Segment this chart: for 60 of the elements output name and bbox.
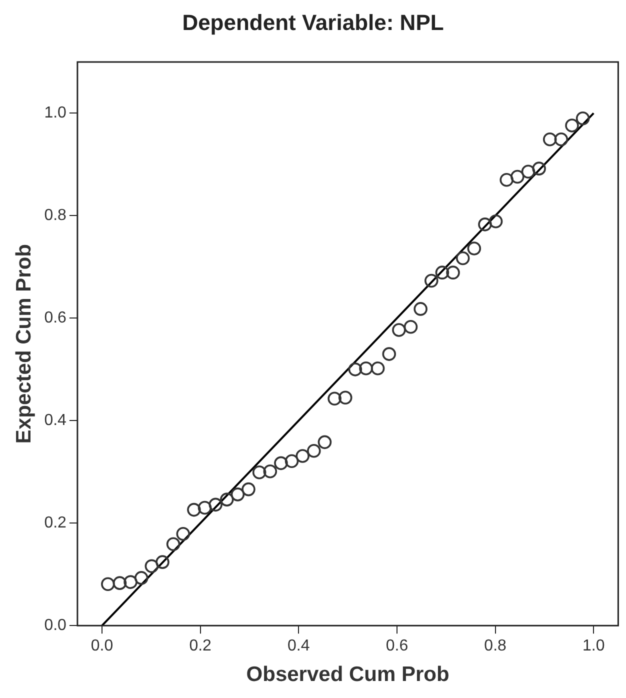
- point: [456, 251, 470, 266]
- point: [348, 362, 362, 376]
- point: [220, 492, 234, 506]
- point: [112, 576, 127, 590]
- point: [318, 435, 332, 450]
- y-tick-label: 0.2: [44, 514, 67, 532]
- point: [542, 132, 557, 146]
- point: [284, 454, 299, 468]
- point: [446, 266, 460, 280]
- x-tick-label: 0.8: [484, 638, 507, 655]
- point: [382, 347, 396, 361]
- point: [187, 502, 201, 517]
- point: [242, 482, 256, 496]
- point: [510, 170, 524, 184]
- point: [576, 111, 590, 126]
- point: [521, 164, 536, 179]
- point: [435, 266, 450, 280]
- point: [307, 444, 321, 458]
- point: [144, 559, 159, 574]
- point: [328, 392, 342, 406]
- point: [359, 361, 373, 376]
- point: [414, 302, 428, 316]
- x-tick-label: 1.0: [582, 638, 605, 655]
- point: [404, 320, 418, 334]
- y-axis-title: Expected Cum Prob: [12, 244, 36, 444]
- y-tick-label: 0.8: [44, 207, 67, 224]
- point: [263, 464, 278, 478]
- point: [274, 456, 288, 470]
- point: [500, 172, 514, 187]
- point: [296, 449, 310, 463]
- chart-title: Dependent Variable: NPL: [181, 10, 445, 36]
- point: [424, 274, 438, 288]
- point: [338, 390, 352, 404]
- x-tick-label: 0.4: [288, 638, 310, 655]
- point: [252, 466, 266, 480]
- point: [488, 214, 503, 228]
- y-tick-label: 0.4: [44, 412, 67, 430]
- point: [392, 323, 406, 337]
- point: [565, 118, 579, 132]
- point: [532, 162, 546, 176]
- point: [554, 132, 568, 146]
- x-axis-title: Observed Cum Prob: [246, 663, 450, 686]
- point: [198, 500, 212, 515]
- x-tick-label: 0.6: [386, 638, 408, 655]
- point: [101, 577, 115, 591]
- point: [156, 555, 170, 569]
- x-tick-label: 0.0: [90, 638, 114, 655]
- point: [478, 218, 492, 232]
- point: [230, 488, 245, 502]
- point: [134, 571, 148, 585]
- y-tick-label: 0.6: [44, 310, 67, 327]
- point: [370, 361, 385, 376]
- x-tick-label: 0.2: [189, 638, 212, 655]
- y-tick-label: 0.0: [44, 617, 67, 634]
- y-tick-label: 1.0: [44, 104, 67, 122]
- point: [166, 537, 180, 552]
- point: [124, 575, 138, 589]
- point: [176, 526, 190, 541]
- point: [467, 242, 482, 256]
- point: [208, 498, 222, 512]
